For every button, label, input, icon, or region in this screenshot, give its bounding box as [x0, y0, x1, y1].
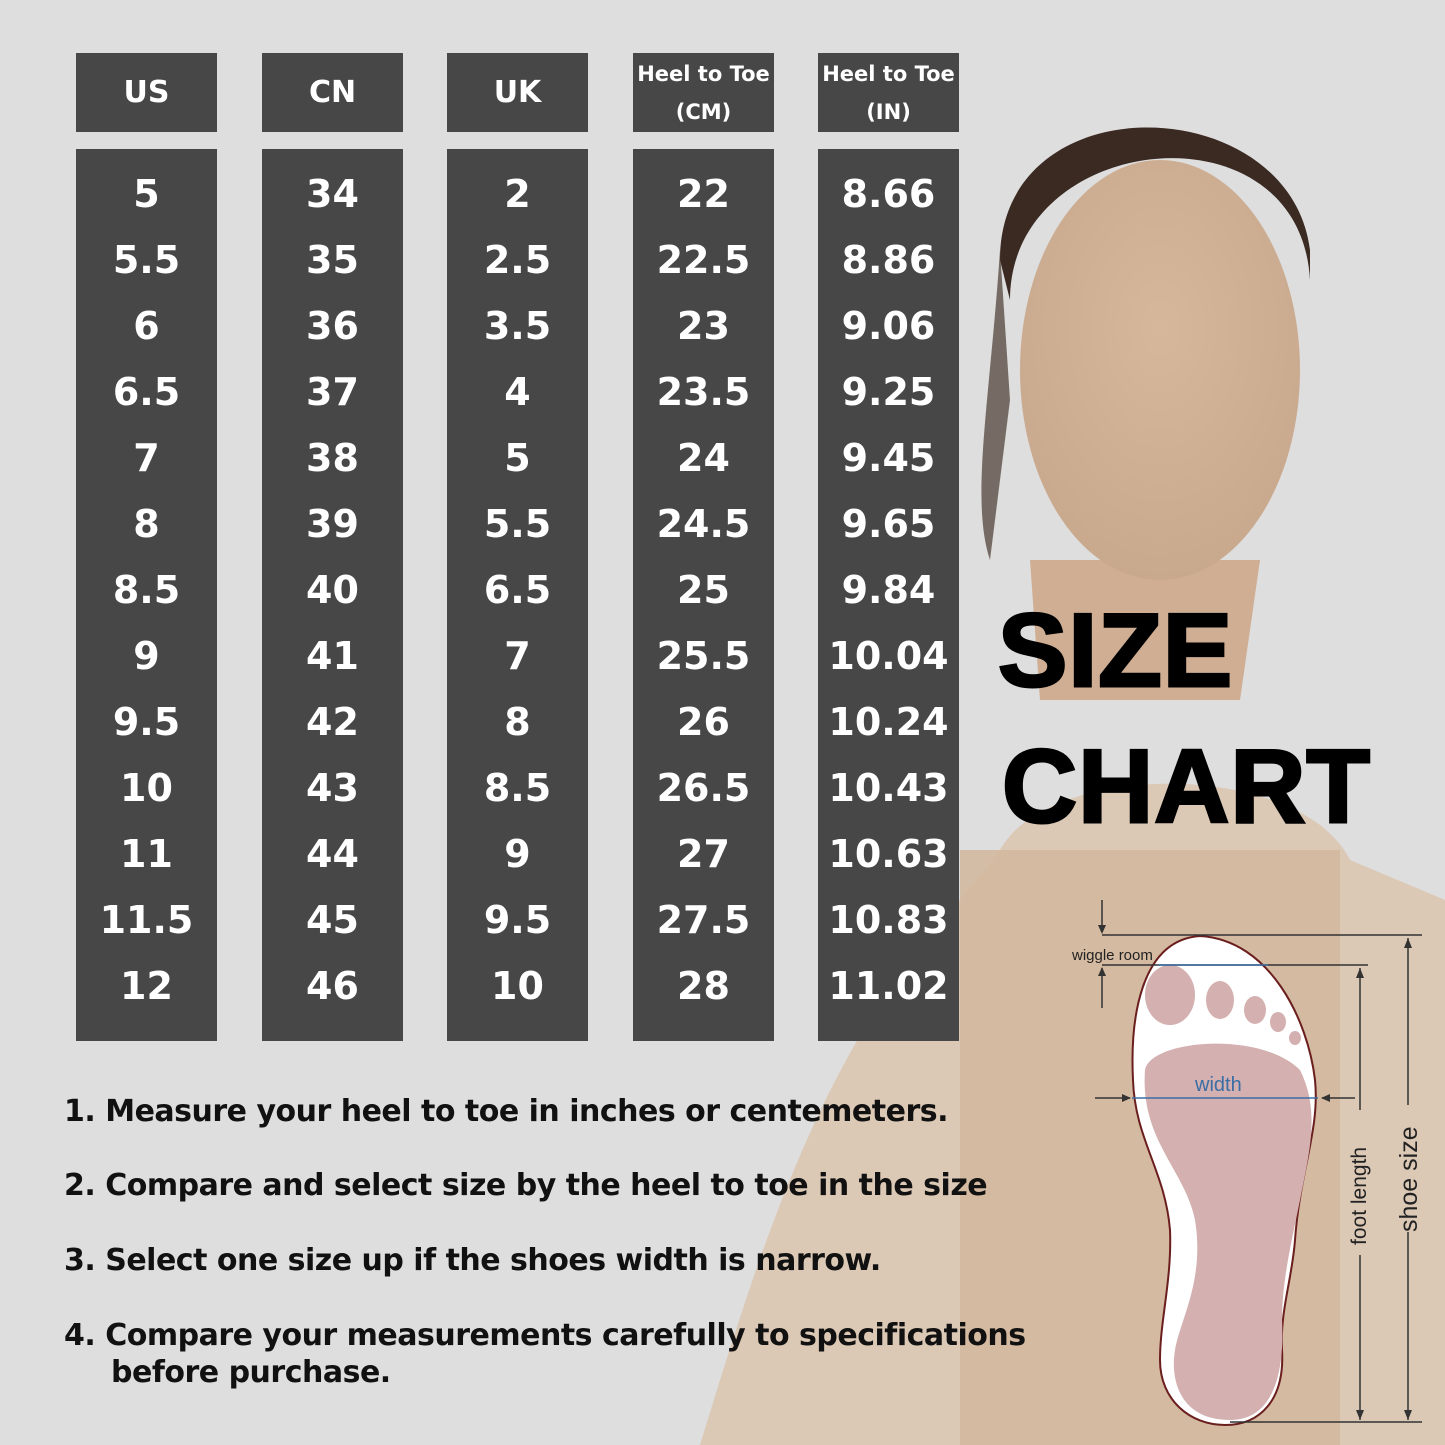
header-cn: CN	[262, 53, 403, 132]
table-cell: 5.5	[483, 502, 552, 546]
table-cell: 8.5	[112, 568, 181, 612]
table-cell: 37	[306, 370, 359, 414]
table-cell: 34	[306, 172, 359, 216]
table-cell: 22.5	[656, 238, 751, 282]
table-cell: 6.5	[483, 568, 552, 612]
column-us: 5 5.5 6 6.5 7 8 8.5 9 9.5 10 11 11.5 12	[76, 149, 217, 1041]
table-cell: 9.5	[112, 700, 181, 744]
table-cell: 22	[677, 172, 730, 216]
table-cell: 10.43	[828, 766, 949, 810]
table-cell: 9.25	[841, 370, 936, 414]
width-label: width	[1194, 1074, 1242, 1096]
header-unit: (CM)	[675, 99, 732, 124]
table-cell: 41	[306, 634, 359, 678]
table-cell: 8.86	[841, 238, 936, 282]
table-cell: 2.5	[483, 238, 552, 282]
table-cell: 35	[306, 238, 359, 282]
table-cell: 23	[677, 304, 730, 348]
instruction-4: 4. Compare your measurements carefully t…	[64, 1318, 1026, 1353]
title-chart: CHART	[1001, 728, 1372, 847]
table-cell: 26.5	[656, 766, 751, 810]
table-cell: 2	[504, 172, 531, 216]
table-cell: 5	[133, 172, 160, 216]
table-cell: 46	[306, 964, 359, 1008]
table-cell: 12	[120, 964, 173, 1008]
header-label: Heel to Toe	[637, 61, 770, 86]
table-cell: 8.5	[483, 766, 552, 810]
instruction-3: 3. Select one size up if the shoes width…	[64, 1243, 881, 1278]
table-cell: 26	[677, 700, 730, 744]
table-cell: 6	[133, 304, 160, 348]
table-cell: 4	[504, 370, 531, 414]
table-cell: 9.65	[841, 502, 936, 546]
table-cell: 25	[677, 568, 730, 612]
table-cell: 24.5	[656, 502, 751, 546]
column-cm: 22 22.5 23 23.5 24 24.5 25 25.5 26 26.5 27 27.5 28	[633, 149, 774, 1041]
table-cell: 45	[306, 898, 359, 942]
foot-diagram: wiggle room width foot length shoe size	[1071, 900, 1423, 1427]
column-cn: 34 35 36 37 38 39 40 41 42 43 44 45 46	[262, 149, 403, 1041]
table-cell: 25.5	[656, 634, 751, 678]
table-cell: 40	[306, 568, 359, 612]
table-cell: 9	[133, 634, 160, 678]
header-in: Heel to Toe (IN)	[818, 53, 959, 132]
table-cell: 9.06	[841, 304, 936, 348]
table-cell: 8	[133, 502, 160, 546]
table-cell: 5.5	[112, 238, 181, 282]
header-label: US	[123, 75, 170, 110]
table-cell: 9.45	[841, 436, 936, 480]
header-label: CN	[308, 75, 357, 110]
table-cell: 9.84	[841, 568, 936, 612]
table-cell: 10	[120, 766, 173, 810]
table-cell: 11	[120, 832, 173, 876]
header-label: Heel to Toe	[822, 61, 955, 86]
table-cell: 8	[504, 700, 531, 744]
header-uk: UK	[447, 53, 588, 132]
table-cell: 3.5	[483, 304, 552, 348]
table-cell: 43	[306, 766, 359, 810]
table-cell: 36	[306, 304, 359, 348]
table-cell: 27	[677, 832, 730, 876]
header-label: UK	[493, 75, 542, 110]
table-cell: 5	[504, 436, 531, 480]
foot-length-label: foot length	[1348, 1147, 1371, 1245]
table-cell: 10.63	[828, 832, 949, 876]
table-cell: 23.5	[656, 370, 751, 414]
table-cell: 10	[491, 964, 544, 1008]
table-cell: 39	[306, 502, 359, 546]
table-cell: 24	[677, 436, 730, 480]
table-cell: 38	[306, 436, 359, 480]
table-cell: 9	[504, 832, 531, 876]
wiggle-room-label: wiggle room	[1071, 947, 1153, 964]
table-cell: 28	[677, 964, 730, 1008]
table-cell: 9.5	[483, 898, 552, 942]
table-cell: 44	[306, 832, 359, 876]
instruction-1: 1. Measure your heel to toe in inches or…	[64, 1094, 949, 1129]
table-cell: 11.5	[99, 898, 194, 942]
column-uk: 2 2.5 3.5 4 5 5.5 6.5 7 8 8.5 9 9.5 10	[447, 149, 588, 1041]
column-in: 8.66 8.86 9.06 9.25 9.45 9.65 9.84 10.04 10.24 10…	[818, 149, 959, 1041]
table-cell: 42	[306, 700, 359, 744]
instruction-4-cont: before purchase.	[111, 1355, 391, 1390]
table-cell: 7	[133, 436, 160, 480]
table-cell: 7	[504, 634, 531, 678]
table-cell: 6.5	[112, 370, 181, 414]
table-cell: 8.66	[841, 172, 936, 216]
instruction-2: 2. Compare and select size by the heel t…	[64, 1168, 988, 1203]
table-cell: 27.5	[656, 898, 751, 942]
title-size: SIZE	[996, 592, 1234, 711]
table-cell: 11.02	[828, 964, 949, 1008]
header-cm: Heel to Toe (CM)	[633, 53, 774, 132]
shoe-size-label: shoe size	[1395, 1126, 1423, 1232]
header-us: US	[76, 53, 217, 132]
table-cell: 10.24	[828, 700, 949, 744]
table-cell: 10.83	[828, 898, 949, 942]
header-unit: (IN)	[866, 99, 911, 124]
table-cell: 10.04	[828, 634, 949, 678]
